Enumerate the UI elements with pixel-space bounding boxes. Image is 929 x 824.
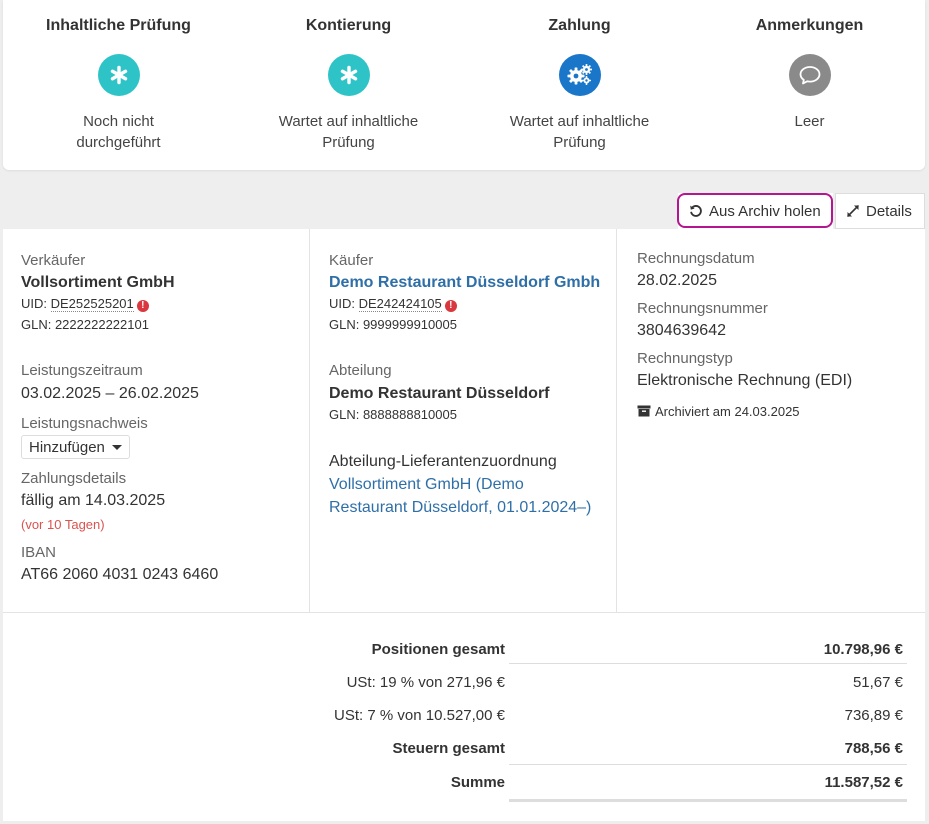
seller-label: Verkäufer bbox=[21, 252, 86, 269]
sum-value: 11.587,52 € bbox=[824, 774, 903, 791]
details-label: Details bbox=[866, 202, 912, 220]
status-accounting[interactable]: Kontierung Wartet auf inhaltliche Prüfun… bbox=[233, 0, 464, 153]
invoice-info-column: Rechnungsdatum 28.02.2025 Rechnungsnumme… bbox=[617, 229, 925, 612]
vat-7-value: 736,89 € bbox=[844, 707, 903, 724]
sum-underline bbox=[509, 799, 907, 802]
payment-label: Zahlungsdetails bbox=[21, 470, 127, 487]
status-text: Noch nicht durchgeführt bbox=[76, 113, 161, 151]
comment-icon bbox=[788, 54, 831, 96]
status-content-review[interactable]: Inhaltliche Prüfung Noch nicht durchgefü… bbox=[3, 0, 234, 153]
buyer-name-link[interactable]: Demo Restaurant Düsseldorf Gmbh bbox=[329, 274, 601, 291]
buyer-gln: GLN: 9999999910005 bbox=[329, 317, 457, 332]
invoice-number: 3804639642 bbox=[637, 322, 726, 339]
vat-19-label: USt: 19 % von 271,96 € bbox=[346, 674, 505, 691]
department-label: Abteilung bbox=[329, 362, 392, 379]
totals-divider bbox=[509, 764, 907, 765]
status-overview: Inhaltliche Prüfung Noch nicht durchgefü… bbox=[3, 0, 925, 170]
warning-icon: ! bbox=[444, 300, 457, 312]
total-positions-label: Positionen gesamt bbox=[371, 641, 505, 658]
taxes-total-label: Steuern gesamt bbox=[392, 740, 505, 757]
caret-down-icon bbox=[111, 444, 122, 450]
sum-label: Summe bbox=[450, 774, 505, 791]
buyer-column: Käufer Demo Restaurant Düsseldorf Gmbh U… bbox=[310, 229, 617, 612]
uid-prefix: UID: bbox=[329, 296, 359, 311]
status-title: Zahlung bbox=[548, 17, 611, 34]
assignment-link-line2[interactable]: Restaurant Düsseldorf, 01.01.2024–) bbox=[329, 499, 592, 516]
buyer-uid-value[interactable]: DE242424105 bbox=[358, 296, 442, 312]
archive-icon bbox=[637, 405, 651, 417]
asterisk-icon bbox=[97, 54, 140, 96]
seller-uid-value[interactable]: DE252525201 bbox=[50, 296, 134, 312]
vat-19-value: 51,67 € bbox=[852, 674, 903, 691]
department-gln: GLN: 8888888810005 bbox=[329, 407, 457, 422]
iban-label: IBAN bbox=[21, 544, 57, 561]
iban-value: AT66 2060 4031 0243 6460 bbox=[21, 566, 219, 583]
uid-prefix: UID: bbox=[21, 296, 51, 311]
invoice-date-label: Rechnungsdatum bbox=[637, 250, 755, 267]
status-text: Wartet auf inhaltliche Prüfung bbox=[278, 113, 419, 151]
total-positions-value: 10.798,96 € bbox=[823, 641, 903, 658]
asterisk-icon bbox=[327, 54, 370, 96]
status-title: Kontierung bbox=[305, 17, 392, 34]
buyer-uid: UID: DE242424105! bbox=[329, 296, 457, 312]
period-label: Leistungszeitraum bbox=[21, 362, 143, 379]
proof-dropdown-label: Hinzufügen bbox=[29, 438, 105, 456]
seller-name: Vollsortiment GmbH bbox=[21, 274, 175, 291]
expand-icon bbox=[847, 205, 859, 217]
invoice-number-label: Rechnungsnummer bbox=[637, 300, 768, 317]
status-payment[interactable]: Zahlung bbox=[464, 0, 695, 153]
warning-icon: ! bbox=[136, 300, 149, 312]
assignment-link-line1[interactable]: Vollsortiment GmbH (Demo bbox=[329, 476, 524, 493]
totals-section: Positionen gesamt 10.798,96 € USt: 19 % … bbox=[3, 612, 925, 821]
vat-7-label: USt: 7 % von 10.527,00 € bbox=[334, 707, 505, 724]
department-name: Demo Restaurant Düsseldorf bbox=[329, 385, 550, 402]
assignment-label: Abteilung-Lieferantenzuordnung bbox=[329, 453, 557, 470]
proof-label: Leistungsnachweis bbox=[21, 415, 148, 432]
seller-gln: GLN: 2222222222101 bbox=[21, 317, 149, 332]
restore-from-archive-button[interactable]: Aus Archiv holen bbox=[678, 193, 833, 229]
taxes-total-value: 788,56 € bbox=[844, 740, 903, 757]
totals-divider bbox=[509, 663, 907, 664]
due-date: fällig am 14.03.2025 bbox=[21, 492, 166, 509]
invoice-card: Verkäufer Vollsortiment GmbH UID: DE2525… bbox=[3, 229, 925, 821]
proof-add-dropdown[interactable]: Hinzufügen bbox=[21, 435, 130, 459]
gears-icon bbox=[558, 54, 601, 96]
seller-column: Verkäufer Vollsortiment GmbH UID: DE2525… bbox=[3, 229, 310, 612]
status-title: Anmerkungen bbox=[755, 17, 864, 34]
archived-text: Archiviert am 24.03.2025 bbox=[655, 404, 800, 419]
invoice-type-label: Rechnungstyp bbox=[637, 350, 733, 367]
undo-icon bbox=[690, 205, 702, 217]
details-button[interactable]: Details bbox=[835, 193, 925, 229]
archived-info: Archiviert am 24.03.2025 bbox=[637, 404, 800, 419]
status-text: Wartet auf inhaltliche Prüfung bbox=[509, 113, 650, 151]
invoice-date: 28.02.2025 bbox=[637, 272, 718, 289]
status-notes[interactable]: Anmerkungen Leer bbox=[694, 0, 925, 132]
seller-uid: UID: DE252525201! bbox=[21, 296, 149, 312]
status-title: Inhaltliche Prüfung bbox=[46, 17, 191, 34]
invoice-type: Elektronische Rechnung (EDI) bbox=[637, 372, 853, 389]
buyer-label: Käufer bbox=[329, 252, 374, 269]
restore-from-archive-label: Aus Archiv holen bbox=[709, 202, 821, 220]
period-value: 03.02.2025 – 26.02.2025 bbox=[21, 385, 199, 402]
status-text: Leer bbox=[794, 113, 825, 130]
due-ago: (vor 10 Tagen) bbox=[21, 517, 105, 532]
